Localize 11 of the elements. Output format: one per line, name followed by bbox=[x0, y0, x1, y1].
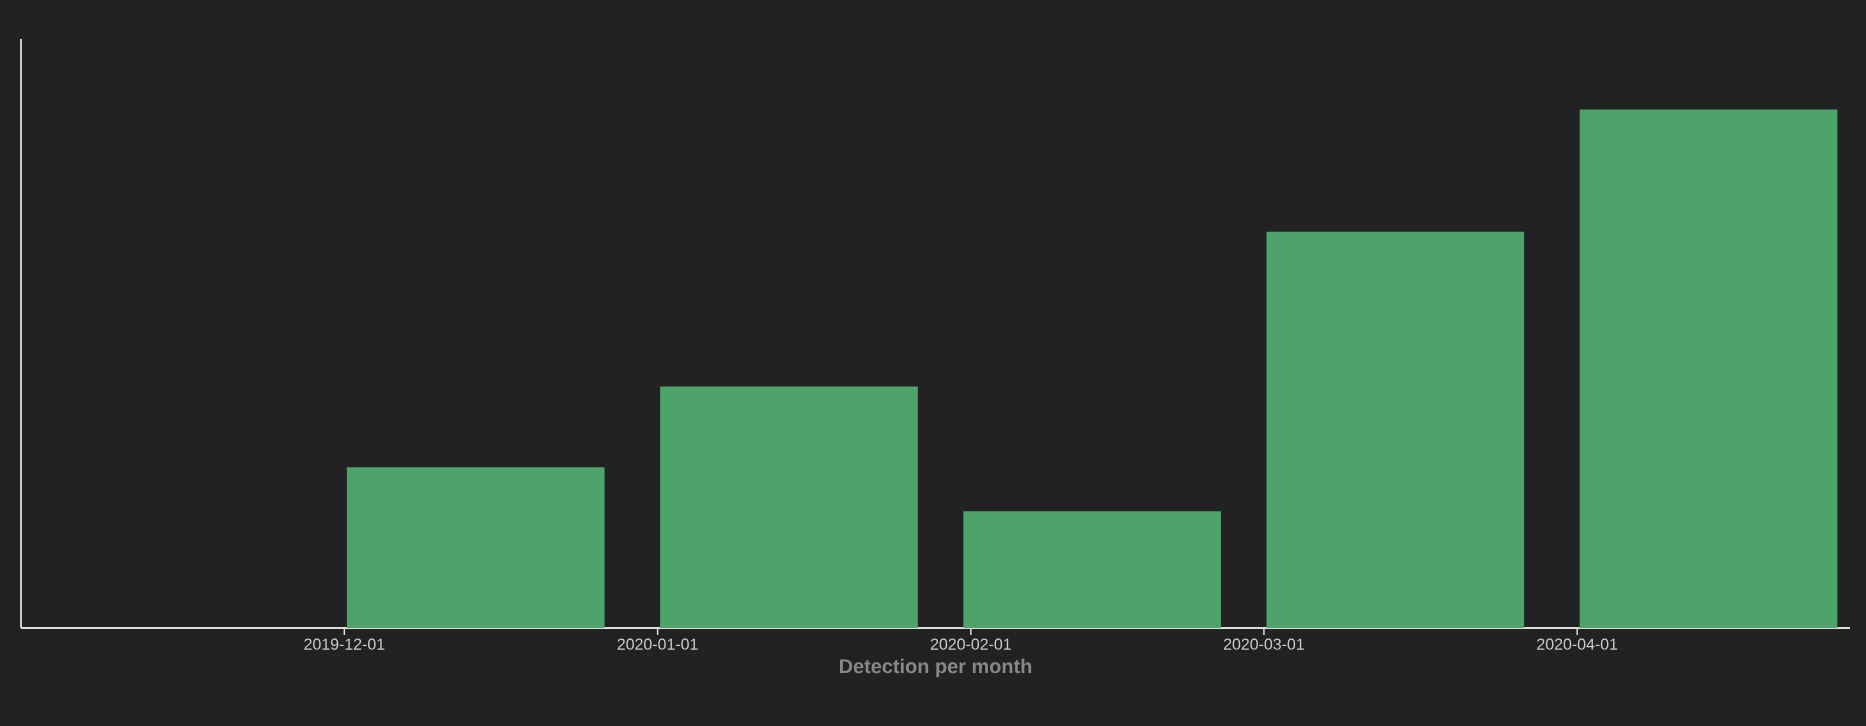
bar bbox=[660, 386, 918, 628]
x-axis-title: Detection per month bbox=[839, 658, 1032, 678]
x-tick-label: 2019-12-01 bbox=[304, 638, 385, 650]
bar bbox=[1266, 231, 1525, 628]
bar bbox=[963, 511, 1221, 628]
x-tick-label: 2020-04-01 bbox=[1537, 638, 1618, 650]
x-tick-label: 2020-02-01 bbox=[930, 638, 1011, 650]
x-tick-label: 2020-01-01 bbox=[617, 638, 698, 650]
bar bbox=[346, 467, 605, 628]
bar bbox=[1579, 109, 1838, 628]
x-tick-label: 2020-03-01 bbox=[1223, 638, 1304, 650]
